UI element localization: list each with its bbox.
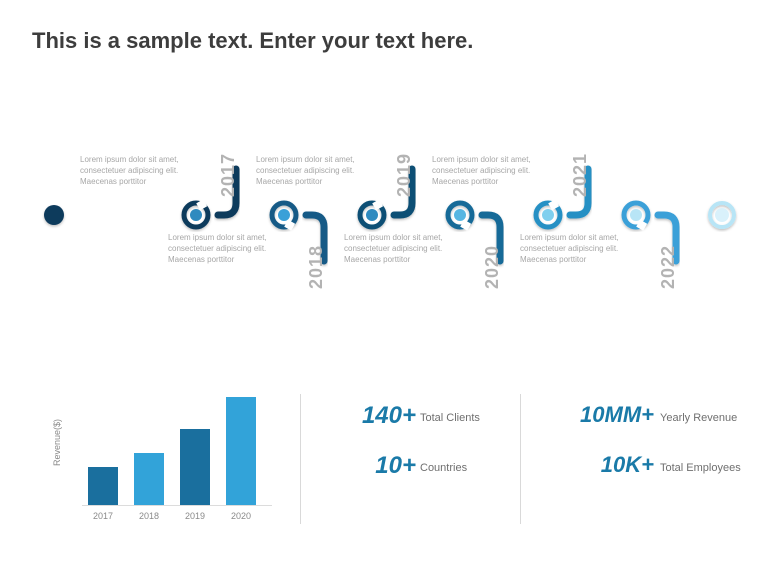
stat-number: 10K+	[566, 452, 654, 478]
timeline-year: 2018	[306, 245, 327, 289]
chart-ylabel: Revenue($)	[52, 419, 62, 466]
timeline-year: 2017	[218, 153, 239, 197]
chart-bar	[134, 453, 164, 505]
timeline-item-text: Lorem ipsum dolor sit amet, consectetuer…	[520, 233, 622, 265]
revenue-chart: Revenue($) 2017201820192020	[56, 396, 276, 536]
slide: This is a sample text. Enter your text h…	[0, 0, 768, 576]
timeline-infographic: Lorem ipsum dolor sit amet, consectetuer…	[0, 100, 768, 330]
stats-divider	[520, 394, 521, 524]
stat-number: 10+	[348, 452, 416, 480]
stats-divider	[300, 394, 301, 524]
stat-label: Total Employees	[660, 462, 741, 474]
chart-xlabel: 2017	[88, 511, 118, 521]
timeline-item-text: Lorem ipsum dolor sit amet, consectetuer…	[344, 233, 446, 265]
timeline-year: 2019	[394, 153, 415, 197]
timeline-year: 2020	[482, 245, 503, 289]
chart-xlabel: 2018	[134, 511, 164, 521]
timeline-svg	[0, 100, 768, 330]
timeline-item-text: Lorem ipsum dolor sit amet, consectetuer…	[168, 233, 270, 265]
timeline-item-text: Lorem ipsum dolor sit amet, consectetuer…	[256, 155, 358, 187]
stat-number: 10MM+	[544, 402, 654, 428]
stat-label: Total Clients	[420, 412, 480, 424]
timeline-year: 2021	[570, 153, 591, 197]
timeline-year: 2022	[658, 245, 679, 289]
chart-bar	[180, 429, 210, 505]
page-title: This is a sample text. Enter your text h…	[32, 28, 473, 54]
stat-label: Countries	[420, 462, 467, 474]
timeline-item-text: Lorem ipsum dolor sit amet, consectetuer…	[80, 155, 182, 187]
chart-xlabel: 2019	[180, 511, 210, 521]
chart-xlabel: 2020	[226, 511, 256, 521]
chart-bar	[226, 397, 256, 505]
stat-label: Yearly Revenue	[660, 412, 737, 424]
chart-bars: 2017201820192020	[82, 396, 272, 506]
stat-number: 140+	[328, 402, 416, 430]
chart-bar	[88, 467, 118, 505]
timeline-item-text: Lorem ipsum dolor sit amet, consectetuer…	[432, 155, 534, 187]
